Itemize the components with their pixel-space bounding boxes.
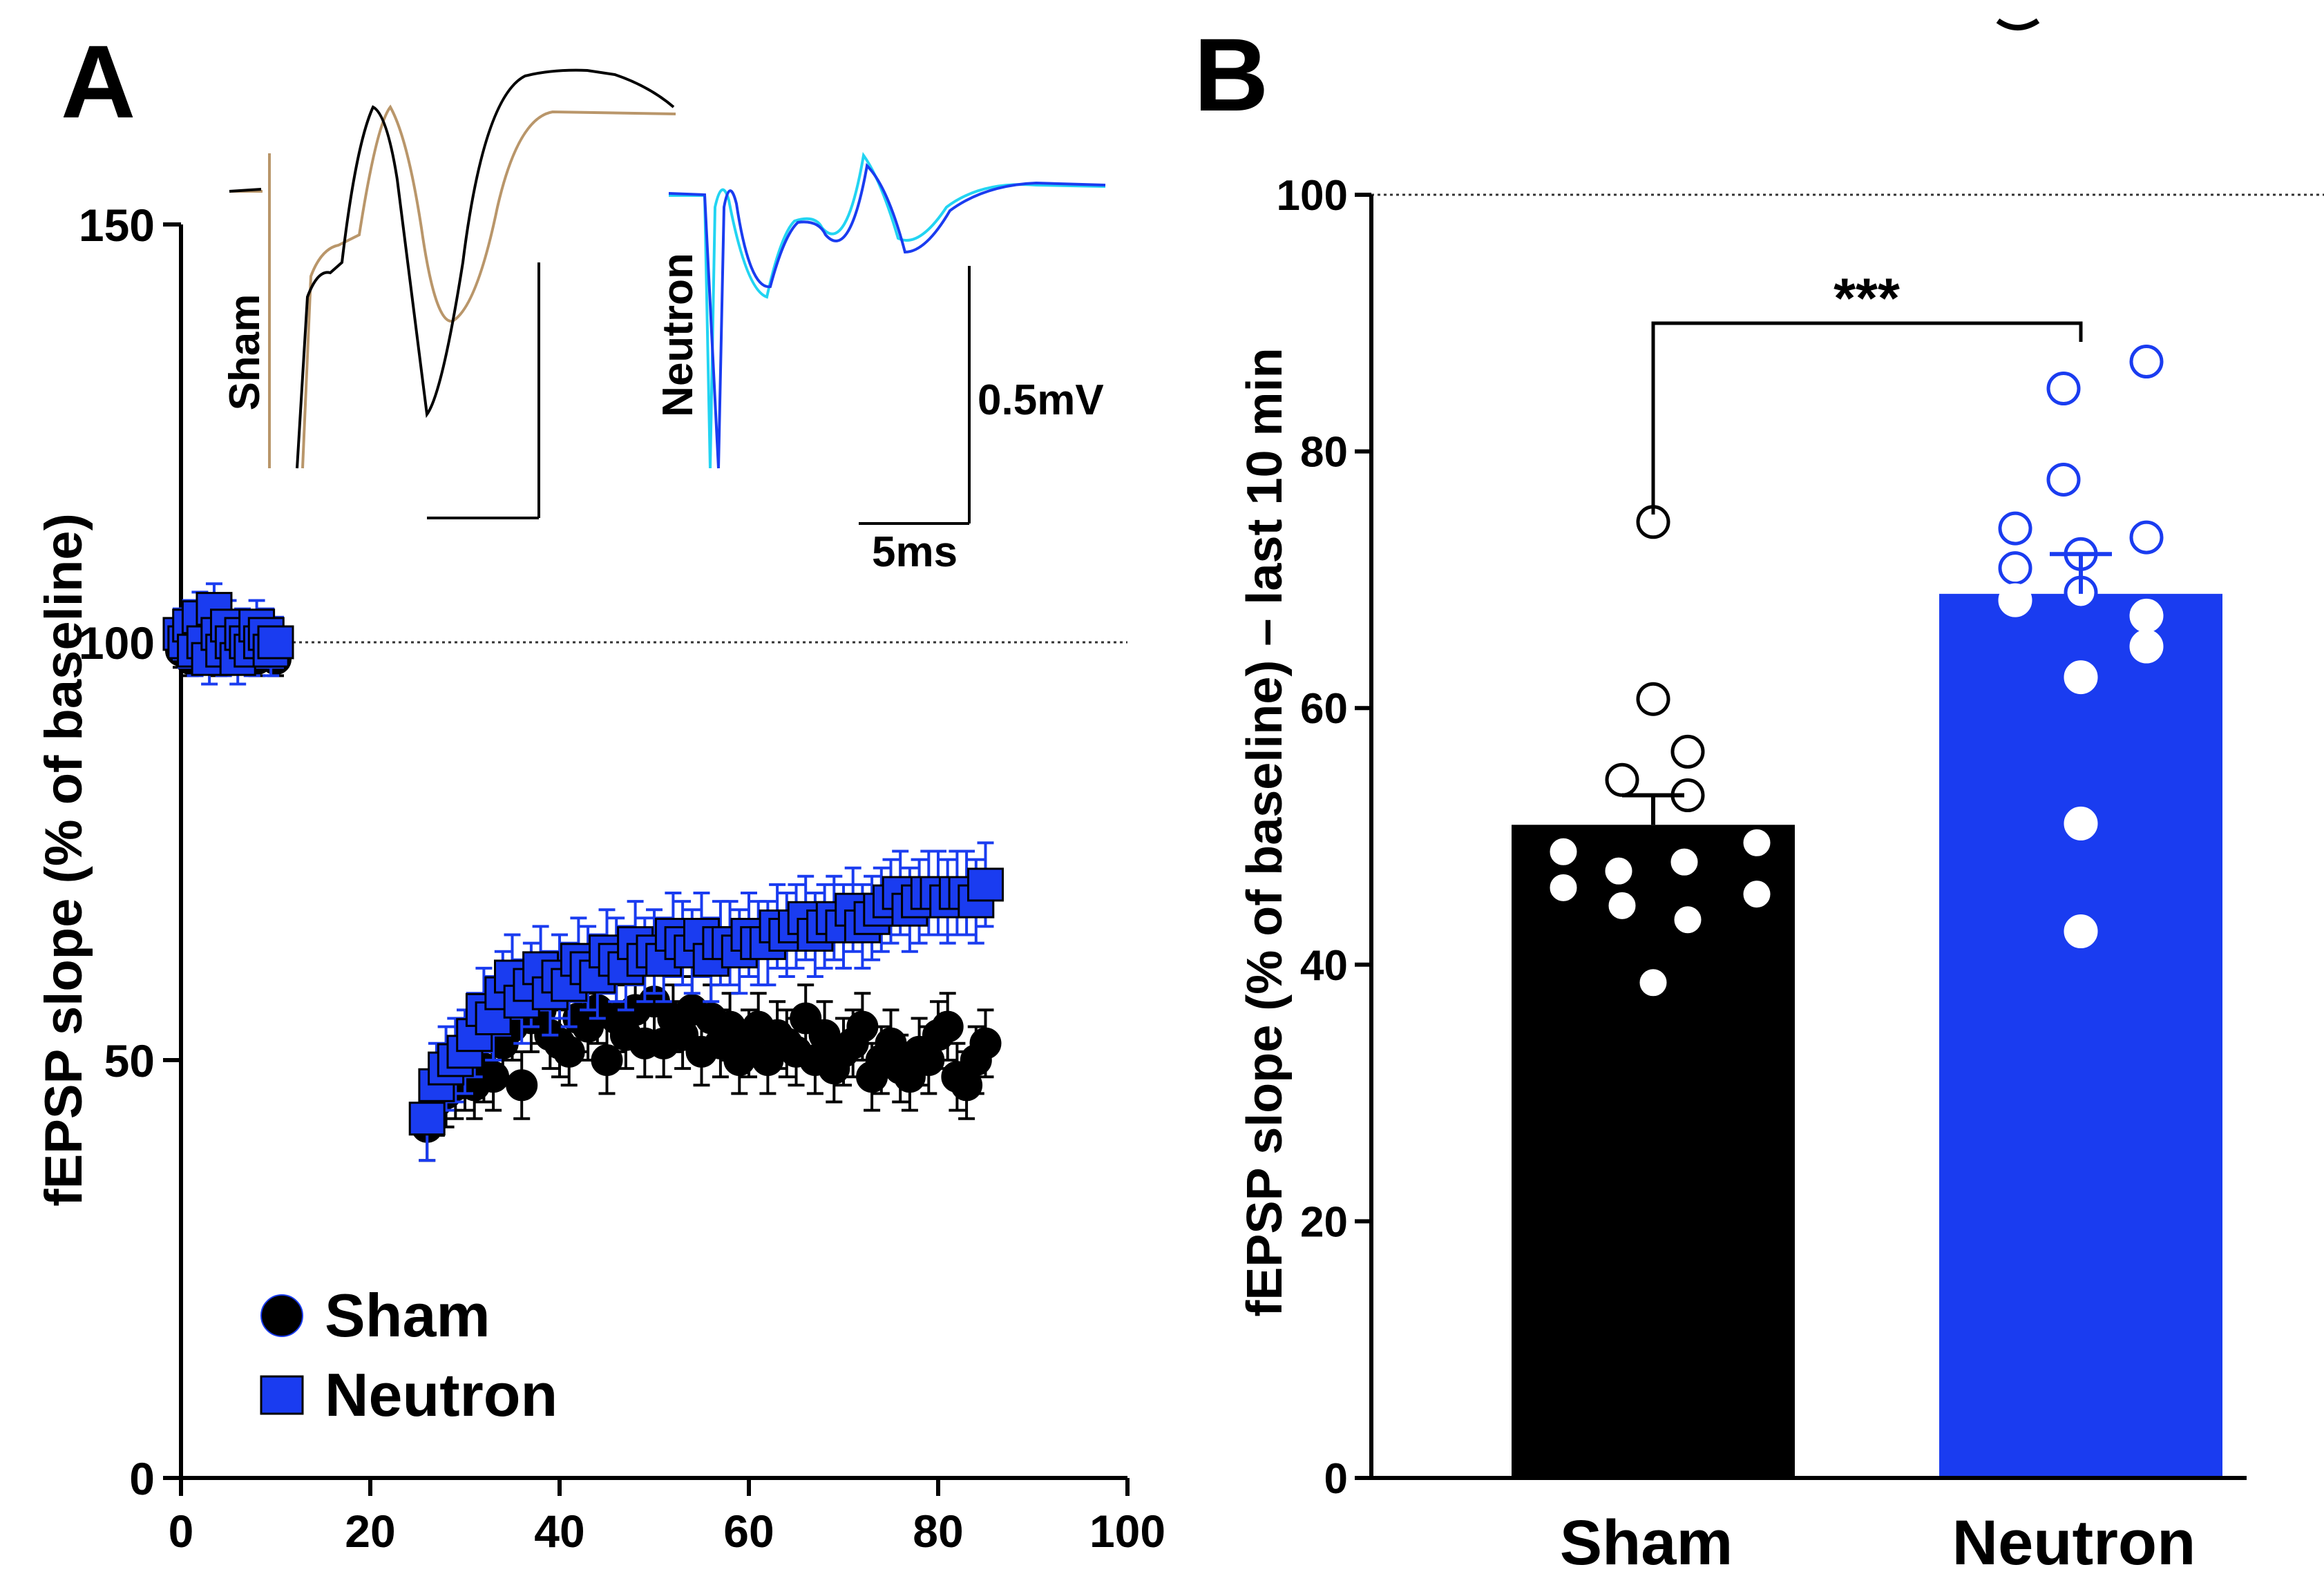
neutron-point	[408, 1102, 446, 1136]
sham-point	[931, 1010, 964, 1043]
panel-a-neutron-series	[162, 582, 1004, 1162]
legend-neutron-marker	[260, 1375, 304, 1415]
sham-individual-point	[1667, 845, 1702, 879]
sham-point	[591, 1044, 623, 1076]
neutron-individual-point	[2129, 629, 2164, 664]
scale-time-label: 5ms	[872, 528, 958, 576]
sham-individual-point	[1636, 682, 1670, 716]
legend-neutron-label: Neutron	[325, 1361, 558, 1429]
panel-a-x-ticks: 0 20 40 60 80 100	[169, 1478, 1165, 1557]
sham-individual-point	[1601, 854, 1636, 888]
sham-trace-alt	[229, 104, 676, 469]
sham-trace-label: Sham	[221, 294, 269, 411]
y-tick-label: 100	[1277, 172, 1348, 220]
sham-individual-point	[1546, 870, 1581, 905]
significance-stars: ***	[1834, 267, 1900, 330]
panel-b-x-labels: Sham Neutron	[1560, 1508, 2196, 1578]
sham-point	[506, 1069, 538, 1102]
neutron-individual-point	[2064, 660, 2098, 695]
x-tick-label: 60	[723, 1506, 774, 1557]
panel-a-label: A	[61, 23, 135, 140]
neutron-individual-point	[2046, 372, 2081, 406]
neutron-individual-point	[2064, 806, 2098, 840]
neutron-sem-bar	[2050, 552, 2112, 594]
neutron-trace-dark	[668, 162, 1106, 469]
sham-category-label: Sham	[1560, 1508, 1733, 1578]
significance-bracket-line	[1651, 321, 2083, 515]
neutron-point	[257, 625, 294, 660]
sham-trace-main	[229, 68, 675, 469]
neutron-individual-point	[2129, 598, 2164, 633]
x-tick-label: 80	[913, 1506, 963, 1557]
legend-sham-label: Sham	[325, 1281, 490, 1349]
sham-sem-bar	[1622, 793, 1684, 825]
legend-sham-marker	[260, 1294, 303, 1337]
scale-voltage-label: 0.5mV	[978, 376, 1104, 424]
y-tick-label: 150	[79, 200, 155, 251]
panel-b-y-axis-label: fEPSP slope (% of baseline) – last 10 mi…	[1237, 347, 1293, 1316]
panel-a-y-axis-label: fEPSP slope (% of baseline)	[35, 513, 93, 1207]
sham-individual-point	[1740, 877, 1774, 912]
panel-b-points	[1546, 345, 2164, 1000]
sham-point	[969, 1027, 1002, 1059]
neutron-individual-point	[2064, 914, 2098, 948]
y-tick-label: 0	[1324, 1455, 1348, 1503]
sham-individual-point	[1605, 762, 1639, 797]
y-tick-label: 60	[1300, 685, 1348, 733]
neutron-individual-point	[2046, 462, 2081, 497]
panel-a-y-ticks: 0 50 100 150	[79, 200, 181, 1504]
sham-individual-point	[1670, 734, 1705, 769]
panel-a-plot: 0 50 100 150 0 20 40 60 80 100	[79, 200, 1165, 1557]
neutron-trace-light	[669, 151, 1106, 469]
neutron-individual-point	[2129, 345, 2164, 379]
y-tick-label: 20	[1300, 1198, 1348, 1246]
neutron-category-label: Neutron	[1952, 1508, 2196, 1578]
sham-point	[553, 1035, 585, 1068]
y-tick-label: 100	[79, 617, 155, 669]
sham-individual-point	[1636, 966, 1670, 1000]
sham-individual-point	[1670, 903, 1705, 937]
neutron-individual-point	[2129, 520, 2164, 555]
y-tick-label: 40	[1300, 942, 1348, 990]
panel-b-label: B	[1194, 17, 1268, 133]
neutron-individual-point	[1998, 583, 2032, 617]
y-tick-label: 50	[104, 1035, 155, 1086]
x-tick-label: 0	[169, 1506, 194, 1557]
y-tick-label: 80	[1300, 429, 1348, 477]
neutron-point	[967, 867, 1004, 902]
sham-point	[846, 1010, 879, 1043]
significance-bracket: ***	[1651, 267, 2083, 515]
y-tick-label: 0	[129, 1453, 155, 1504]
sham-trace-inset: Sham	[221, 68, 676, 519]
neutron-trace-label: Neutron	[654, 253, 702, 417]
panel-b-y-ticks: 0 20 40 60 80 100	[1277, 172, 1371, 1503]
sham-individual-point	[1546, 834, 1581, 869]
x-tick-label: 100	[1089, 1506, 1165, 1557]
sham-bar	[1512, 825, 1795, 1478]
panel-b-bars	[1512, 593, 2222, 1478]
x-tick-label: 20	[345, 1506, 395, 1557]
panel-a-legend: Sham Neutron	[260, 1281, 558, 1429]
crop-artifact-arc	[1996, 18, 2040, 30]
sham-individual-point	[1740, 825, 1774, 860]
panel-b-plot: 0 20 40 60 80 100 Sham Neutron	[1277, 172, 2324, 1578]
neutron-individual-point	[1998, 551, 2032, 586]
x-tick-label: 40	[534, 1506, 584, 1557]
neutron-trace-inset: Neutron 0.5mV 5ms	[654, 151, 1106, 576]
neutron-individual-point	[1998, 511, 2032, 546]
sham-individual-point	[1605, 888, 1639, 923]
neutron-bar	[1939, 593, 2222, 1478]
